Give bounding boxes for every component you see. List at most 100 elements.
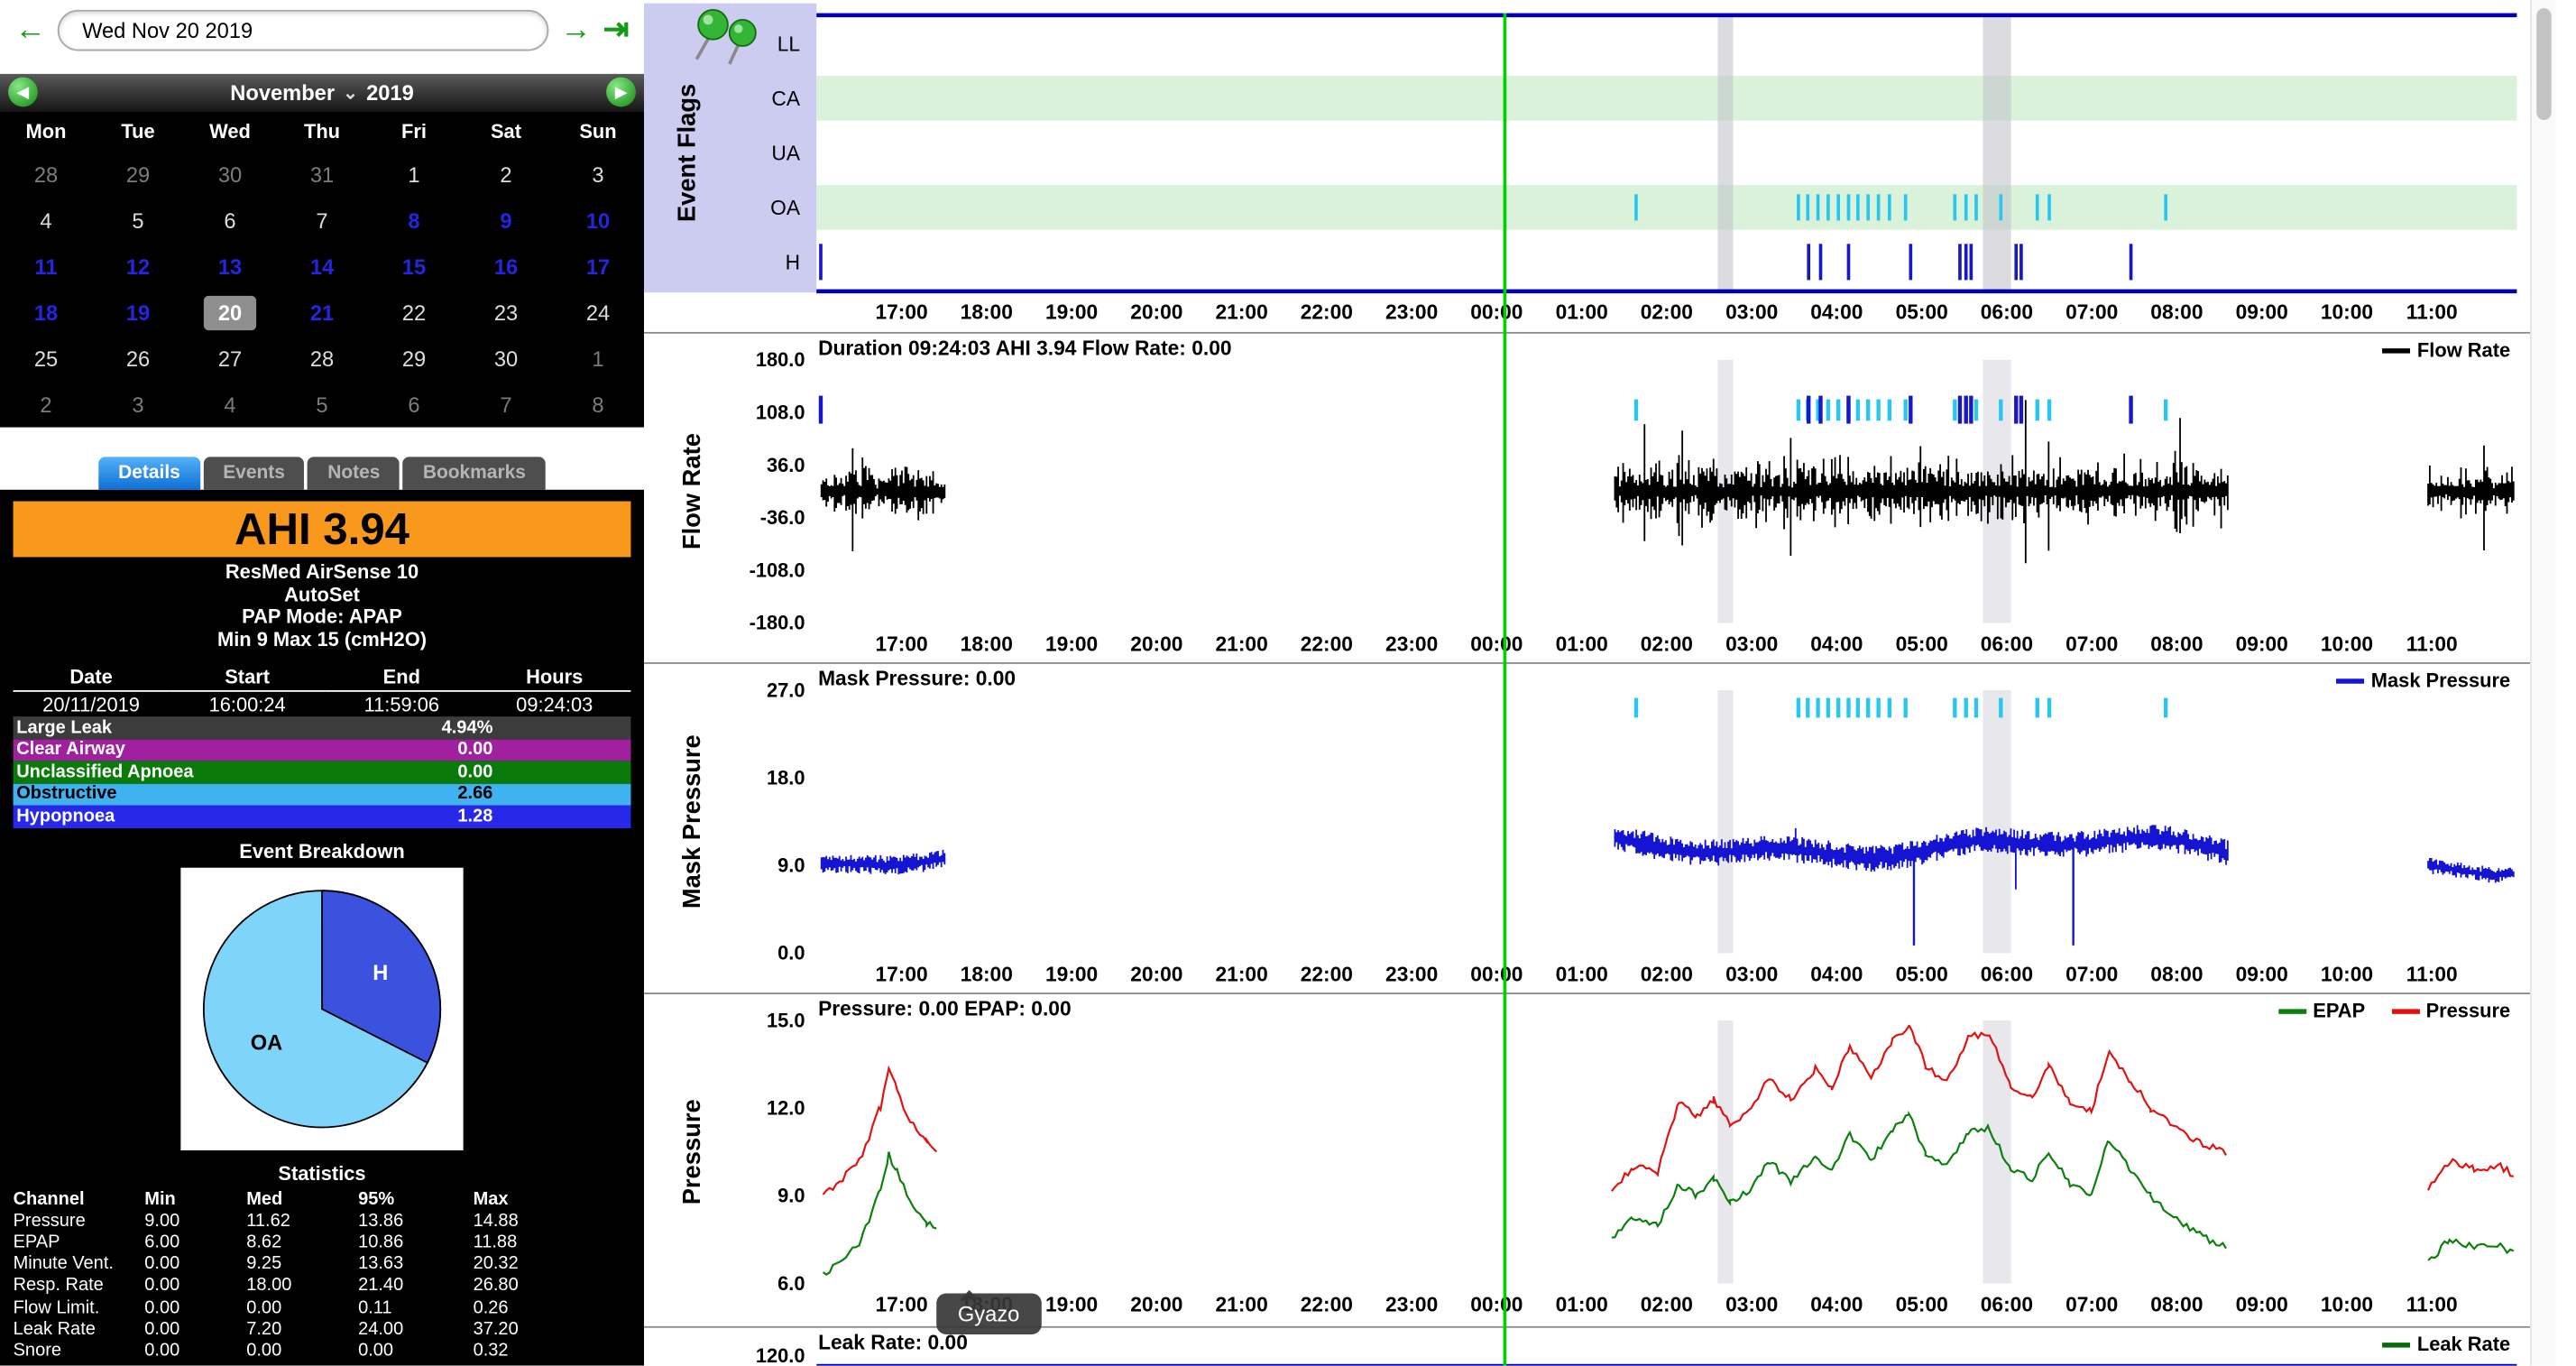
svg-text:36.0: 36.0 bbox=[767, 454, 805, 476]
svg-text:27.0: 27.0 bbox=[767, 678, 805, 701]
pushpin-icon[interactable] bbox=[684, 4, 769, 69]
tab-details[interactable]: Details bbox=[98, 457, 200, 490]
calendar-day[interactable]: 17 bbox=[585, 254, 611, 279]
svg-text:01:00: 01:00 bbox=[1556, 300, 1608, 323]
stats-value: 0.26 bbox=[473, 1297, 509, 1317]
stats-value: 9.00 bbox=[144, 1210, 180, 1231]
jump-to-latest-icon[interactable]: ⇥ bbox=[603, 12, 630, 47]
calendar-day[interactable]: 13 bbox=[217, 254, 243, 279]
svg-text:04:00: 04:00 bbox=[1810, 300, 1863, 323]
svg-text:07:00: 07:00 bbox=[2065, 632, 2118, 655]
calendar-day[interactable]: 8 bbox=[408, 208, 420, 233]
calendar-day[interactable]: 15 bbox=[401, 254, 427, 279]
calendar-day[interactable]: 7 bbox=[500, 392, 512, 417]
session-value: 20/11/2019 bbox=[42, 693, 140, 717]
calendar-day[interactable]: 10 bbox=[585, 208, 611, 233]
calendar-day[interactable]: 27 bbox=[217, 346, 243, 371]
chevron-down-icon[interactable]: ⌄ bbox=[343, 83, 358, 104]
calendar-day[interactable]: 14 bbox=[309, 254, 335, 279]
calendar-day[interactable]: 2 bbox=[500, 162, 512, 187]
event-rate-value: 1.28 bbox=[457, 806, 493, 826]
calendar-day[interactable]: 2 bbox=[40, 392, 52, 417]
calendar-day[interactable]: 11 bbox=[34, 254, 58, 279]
calendar-year-label[interactable]: 2019 bbox=[366, 80, 414, 106]
calendar-day[interactable]: 3 bbox=[132, 392, 144, 417]
svg-text:17:00: 17:00 bbox=[876, 632, 928, 655]
calendar-day[interactable]: 28 bbox=[309, 346, 335, 371]
pressure-plot[interactable]: 15.012.09.06.017:0018:0019:0020:0021:002… bbox=[644, 994, 2530, 1328]
calendar-day[interactable]: 20 bbox=[184, 290, 276, 336]
calendar-day[interactable]: 9 bbox=[500, 208, 512, 233]
calendar-day[interactable]: 6 bbox=[224, 208, 236, 233]
tab-events[interactable]: Events bbox=[203, 457, 305, 490]
calendar-day[interactable]: 28 bbox=[33, 162, 59, 187]
calendar-day[interactable]: 5 bbox=[316, 392, 328, 417]
calendar-day[interactable]: 12 bbox=[125, 254, 151, 279]
gyazo-watermark[interactable]: Gyazo bbox=[936, 1289, 1042, 1335]
prev-day-icon[interactable]: ← bbox=[14, 12, 47, 47]
mask-pressure-legend: Mask Pressure bbox=[2336, 669, 2510, 692]
calendar-day[interactable]: 8 bbox=[592, 392, 604, 417]
calendar-day[interactable]: 18 bbox=[33, 300, 59, 325]
calendar-day[interactable]: 1 bbox=[592, 346, 604, 371]
calendar-day[interactable]: 21 bbox=[309, 300, 335, 325]
svg-text:OA: OA bbox=[770, 196, 801, 219]
svg-text:21:00: 21:00 bbox=[1216, 962, 1268, 985]
svg-text:03:00: 03:00 bbox=[1725, 300, 1778, 323]
calendar-next-month-icon[interactable]: ▶ bbox=[606, 77, 636, 107]
calendar-day[interactable]: 24 bbox=[585, 300, 611, 325]
tab-notes[interactable]: Notes bbox=[308, 457, 400, 490]
calendar-prev-month-icon[interactable]: ◀ bbox=[8, 77, 38, 107]
stats-value: 0.00 bbox=[144, 1253, 180, 1274]
stats-header: Channel bbox=[13, 1188, 85, 1209]
calendar-day[interactable]: 29 bbox=[125, 162, 151, 187]
svg-text:20:00: 20:00 bbox=[1130, 1293, 1182, 1316]
ahi-banner: AHI 3.94 bbox=[13, 501, 631, 558]
leak-rate-plot[interactable]: 120.0 bbox=[644, 1328, 2530, 1366]
calendar-day-header: Sat bbox=[490, 119, 522, 143]
svg-text:UA: UA bbox=[771, 142, 800, 165]
mask-pressure-plot[interactable]: 27.0 18.0 9.0 0.0 17:00 18:00 19:00 20:00 21:00 2… bbox=[644, 664, 2530, 994]
calendar-day[interactable]: 6 bbox=[408, 392, 420, 417]
calendar-day[interactable]: 30 bbox=[217, 162, 243, 187]
leak-rate-legend-swatch bbox=[2382, 1342, 2411, 1347]
calendar-day[interactable]: 26 bbox=[125, 346, 151, 371]
calendar-day[interactable]: 29 bbox=[401, 346, 427, 371]
calendar-day[interactable]: 1 bbox=[408, 162, 420, 187]
svg-text:00:00: 00:00 bbox=[1470, 1293, 1523, 1316]
calendar-day[interactable]: 4 bbox=[40, 208, 52, 233]
calendar-day[interactable]: 3 bbox=[592, 162, 604, 187]
date-input[interactable] bbox=[57, 9, 549, 51]
svg-text:01:00: 01:00 bbox=[1556, 632, 1608, 655]
calendar-day[interactable]: 7 bbox=[316, 208, 328, 233]
calendar-day-header: Tue bbox=[121, 119, 155, 143]
stats-value: 6.00 bbox=[144, 1232, 180, 1252]
next-day-icon[interactable]: → bbox=[560, 12, 592, 47]
tab-bookmarks[interactable]: Bookmarks bbox=[402, 457, 546, 490]
calendar-day[interactable]: 23 bbox=[493, 300, 519, 325]
calendar-day[interactable]: 5 bbox=[132, 208, 144, 233]
calendar-day[interactable]: 19 bbox=[125, 300, 151, 325]
pressure-legend: EPAP Pressure bbox=[2278, 999, 2510, 1022]
calendar-day[interactable]: 25 bbox=[33, 346, 59, 371]
event-rate-label: Clear Airway bbox=[16, 740, 125, 760]
stats-value: 13.63 bbox=[358, 1253, 404, 1274]
svg-text:05:00: 05:00 bbox=[1896, 632, 1948, 655]
calendar-day[interactable]: 22 bbox=[401, 300, 427, 325]
calendar-day[interactable]: 31 bbox=[309, 162, 335, 187]
epap-legend-swatch bbox=[2278, 1008, 2306, 1013]
scrollbar-thumb[interactable] bbox=[2536, 8, 2552, 120]
event-rate-value: 4.94% bbox=[441, 717, 493, 738]
svg-text:06:00: 06:00 bbox=[1981, 300, 2033, 323]
stats-value: 37.20 bbox=[473, 1319, 519, 1339]
calendar-day[interactable]: 30 bbox=[493, 346, 519, 371]
svg-text:20:00: 20:00 bbox=[1130, 632, 1182, 655]
event-rate-row: Hypopnoea 1.28 bbox=[13, 805, 631, 828]
event-flags-plot[interactable]: LL CA UA OA H 17:00 18:00 19:00 20:00 21:00 22:00 2… bbox=[644, 4, 2530, 332]
calendar-day[interactable]: 16 bbox=[493, 254, 519, 279]
calendar-month-label[interactable]: November bbox=[230, 80, 336, 106]
calendar-day[interactable]: 4 bbox=[224, 392, 236, 417]
flow-rate-plot[interactable]: 180.0 108.0 36.0 -36.0 -108.0 -180.0 17:00 18:0… bbox=[644, 334, 2530, 664]
svg-text:180.0: 180.0 bbox=[756, 348, 805, 371]
